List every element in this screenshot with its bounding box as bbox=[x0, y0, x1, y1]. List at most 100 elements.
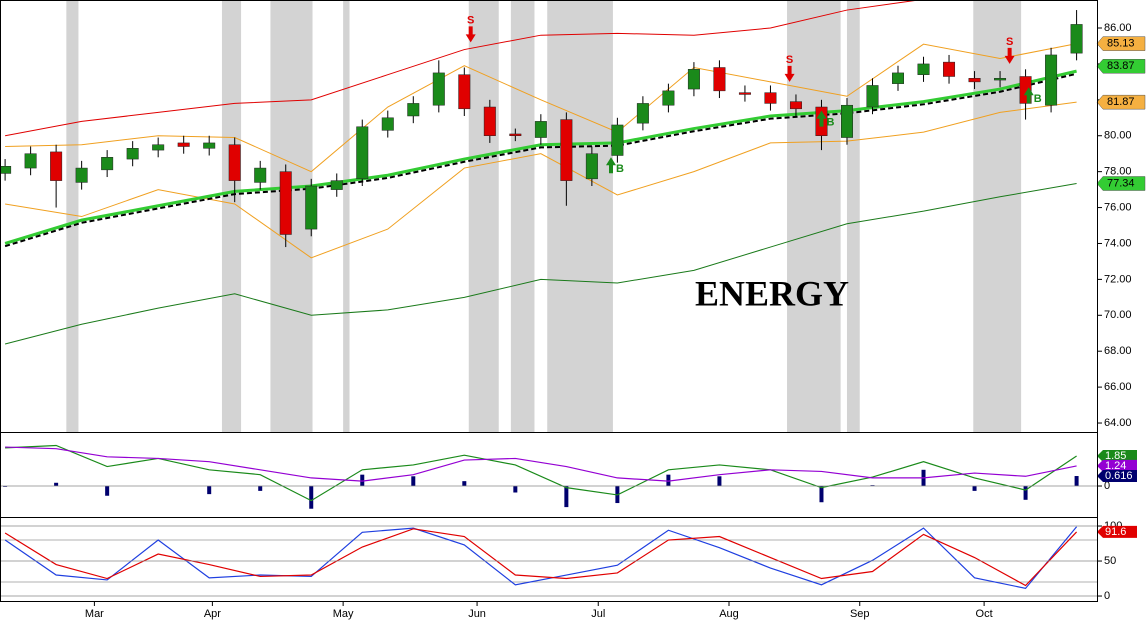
y-tick-label: 50 bbox=[1104, 555, 1116, 567]
value-tag bbox=[1097, 470, 1137, 483]
shaded-span bbox=[221, 0, 242, 432]
price-tag bbox=[1096, 36, 1146, 51]
candle-body bbox=[483, 106, 496, 136]
y-tick-label: 0 bbox=[1104, 480, 1110, 492]
candle-body bbox=[203, 142, 216, 149]
histogram-bar bbox=[972, 486, 977, 491]
candle-body bbox=[356, 126, 369, 180]
shaded-span bbox=[787, 0, 841, 432]
shaded-span bbox=[468, 0, 499, 432]
shaded-span bbox=[547, 0, 613, 432]
panel-frame bbox=[0, 517, 1098, 602]
candle-body bbox=[0, 166, 12, 174]
price-tag-label: 81.87 bbox=[1107, 96, 1135, 108]
candle-body bbox=[687, 69, 700, 90]
candle-body bbox=[279, 171, 292, 235]
price-tag-label: 77.34 bbox=[1107, 177, 1135, 189]
price-tag-label: 83.87 bbox=[1107, 60, 1135, 72]
candle-body bbox=[968, 78, 981, 83]
candle-body bbox=[228, 144, 241, 181]
histogram-bar bbox=[54, 482, 59, 487]
indicator-line bbox=[4, 528, 1078, 587]
y-tick-label: 66.00 bbox=[1104, 381, 1132, 393]
histogram-bar bbox=[1074, 476, 1079, 487]
candle-body bbox=[994, 78, 1007, 81]
y-tick-label: 86.00 bbox=[1104, 22, 1132, 34]
indicator-line bbox=[5, 446, 1077, 482]
value-tag bbox=[1097, 525, 1137, 538]
candle-body bbox=[840, 104, 853, 138]
candle-body bbox=[662, 90, 675, 106]
histogram-bar bbox=[105, 486, 110, 496]
candle-body bbox=[560, 119, 573, 181]
candle-body bbox=[305, 185, 318, 230]
histogram-bar bbox=[666, 474, 671, 487]
candle-body bbox=[509, 133, 522, 136]
candle-body bbox=[407, 103, 420, 117]
overlay-line bbox=[4, 183, 1077, 345]
candle-body bbox=[892, 72, 904, 84]
histogram-bar bbox=[360, 474, 365, 487]
value-tag-label: 1.24 bbox=[1105, 460, 1126, 472]
value-tag bbox=[1097, 450, 1137, 463]
histogram-bar bbox=[258, 486, 263, 491]
signal-arrow bbox=[606, 157, 617, 174]
y-tick-label: 64.00 bbox=[1104, 417, 1132, 429]
overlay-line bbox=[5, 0, 923, 137]
histogram-bar bbox=[870, 485, 875, 487]
x-tick-label: Mar bbox=[85, 608, 104, 620]
histogram-bar bbox=[207, 486, 212, 495]
candle-body bbox=[534, 121, 547, 138]
y-tick-label: 80.00 bbox=[1104, 130, 1132, 142]
shaded-span bbox=[343, 0, 350, 432]
shaded-span bbox=[66, 0, 79, 432]
histogram-bar bbox=[819, 486, 824, 503]
value-tag-label: 1.85 bbox=[1105, 450, 1126, 462]
x-tick-label: Sep bbox=[850, 608, 870, 620]
signal-label: B bbox=[1034, 93, 1042, 105]
signal-arrow bbox=[465, 26, 476, 43]
y-tick-label: 68.00 bbox=[1104, 345, 1132, 357]
candle-body bbox=[611, 124, 624, 156]
candle-body bbox=[789, 101, 802, 110]
candle-body bbox=[764, 92, 777, 104]
candle-body bbox=[177, 142, 190, 147]
x-tick-label: May bbox=[333, 608, 354, 620]
overlay-line bbox=[4, 72, 1077, 248]
x-tick-label: Apr bbox=[204, 608, 221, 620]
candle-body bbox=[713, 67, 726, 92]
signal-label: B bbox=[826, 117, 834, 129]
signal-arrow bbox=[1004, 47, 1015, 64]
candle-body bbox=[585, 153, 598, 180]
x-tick-label: Oct bbox=[976, 608, 993, 620]
candle-body bbox=[330, 180, 343, 190]
candle-body bbox=[24, 153, 37, 169]
candle-body bbox=[943, 61, 956, 77]
price-tag-label: 85.13 bbox=[1107, 38, 1135, 50]
candle-body bbox=[152, 144, 165, 151]
candle-body bbox=[738, 92, 751, 95]
candle-body bbox=[101, 157, 114, 171]
y-tick-label: 72.00 bbox=[1104, 273, 1132, 285]
candle-body bbox=[1070, 24, 1083, 54]
candle-body bbox=[1019, 76, 1032, 104]
histogram-bar bbox=[717, 476, 722, 487]
x-tick-label: Jun bbox=[468, 608, 486, 620]
histogram-bar bbox=[309, 486, 314, 509]
shaded-span bbox=[846, 0, 860, 432]
shaded-span bbox=[510, 0, 535, 432]
y-tick-label: 78.00 bbox=[1104, 166, 1132, 178]
indicator-line bbox=[5, 444, 1077, 502]
y-tick-label: 74.00 bbox=[1104, 237, 1132, 249]
signal-arrow bbox=[816, 110, 827, 127]
panel bbox=[3, 444, 1079, 509]
y-tick-label: 70.00 bbox=[1104, 309, 1132, 321]
shaded-span bbox=[973, 0, 1022, 432]
signal-arrow bbox=[784, 65, 795, 82]
signal-label: S bbox=[786, 54, 793, 66]
histogram-bar bbox=[564, 486, 569, 508]
histogram-bar bbox=[1023, 486, 1028, 500]
value-tag-label: 91.6 bbox=[1105, 526, 1126, 538]
